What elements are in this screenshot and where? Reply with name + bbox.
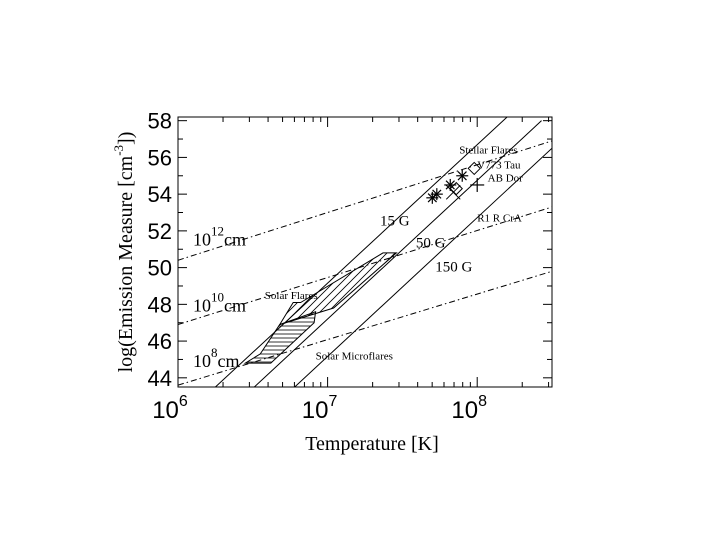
length-label-unit: cm <box>224 296 246 316</box>
x-tick-exp: 7 <box>328 393 337 410</box>
diamond-shape <box>467 161 481 176</box>
asterisk-marker-1 <box>430 188 443 201</box>
annotation-2: AB Dor <box>488 172 523 184</box>
x-tick-base: 10 <box>302 397 329 424</box>
x-tick-label: 107 <box>302 393 338 424</box>
y-axis-label-sup: -3 <box>111 145 126 156</box>
annotation-7: Solar Flares <box>265 290 318 302</box>
y-tick-label: 48 <box>148 292 172 317</box>
annotation-3: R1 R CrA <box>477 213 522 225</box>
length-line-2 <box>178 270 552 386</box>
y-tick-label: 58 <box>148 109 172 134</box>
y-tick-label: 56 <box>148 145 172 170</box>
plot-area <box>178 117 552 387</box>
plus-marker-0 <box>470 177 485 192</box>
y-tick-label: 44 <box>148 366 172 391</box>
plot-frame <box>177 116 553 388</box>
asterisk-stroke <box>445 180 455 190</box>
y-tick-label: 52 <box>148 219 172 244</box>
solar-microflares-region <box>243 310 317 364</box>
x-tick-base: 10 <box>451 397 478 424</box>
annotation-4: 15 G <box>380 213 410 229</box>
cross-marker-0 <box>445 184 461 200</box>
x-tick-exp: 6 <box>179 393 188 410</box>
asterisk-marker-3 <box>456 169 469 182</box>
x-tick-exp: 8 <box>478 393 487 410</box>
x-tick-label: 106 <box>152 393 188 424</box>
length-label-1: 1010cm <box>193 290 246 316</box>
length-label-base: 10 <box>193 296 211 316</box>
length-line-1 <box>178 206 552 326</box>
length-label-base: 10 <box>193 230 211 250</box>
length-label-exp: 10 <box>211 290 224 305</box>
x-axis-label: Temperature [K] <box>305 433 439 455</box>
cross-b <box>445 184 461 200</box>
diamond-marker-1 <box>467 161 481 176</box>
annotation-5: 50 G <box>416 235 446 251</box>
y-tick-label: 50 <box>148 256 172 281</box>
y-tick-label: 54 <box>148 182 172 207</box>
length-line-0 <box>178 140 552 261</box>
length-label-base: 10 <box>193 351 211 371</box>
length-label-0: 1012cm <box>193 224 246 250</box>
length-label-exp: 12 <box>211 224 224 239</box>
y-axis-label-end: ]) <box>115 132 137 145</box>
field-line-0 <box>215 117 508 387</box>
length-label-unit: cm <box>217 351 239 371</box>
x-tick-label: 108 <box>451 393 487 424</box>
length-label-unit: cm <box>224 230 246 250</box>
y-axis-label: log(Emission Measure [cm-3]) <box>111 132 137 373</box>
annotation-0: Stellar Flares <box>459 145 517 157</box>
x-tick-base: 10 <box>152 397 179 424</box>
length-label-exp: 8 <box>211 345 218 360</box>
y-axis-label-main: log(Emission Measure [cm <box>115 155 137 372</box>
asterisk-stroke <box>432 189 442 199</box>
field-line-1 <box>253 120 542 387</box>
annotation-1: V773 Tau <box>477 159 521 171</box>
solar-flares-region <box>278 252 398 326</box>
y-tick-label: 46 <box>148 329 172 354</box>
length-label-2: 108cm <box>193 345 240 371</box>
asterisk-stroke <box>457 171 467 181</box>
field-line-2 <box>294 147 552 387</box>
annotation-6: 150 G <box>435 259 472 275</box>
annotation-8: Solar Microflares <box>316 350 393 362</box>
